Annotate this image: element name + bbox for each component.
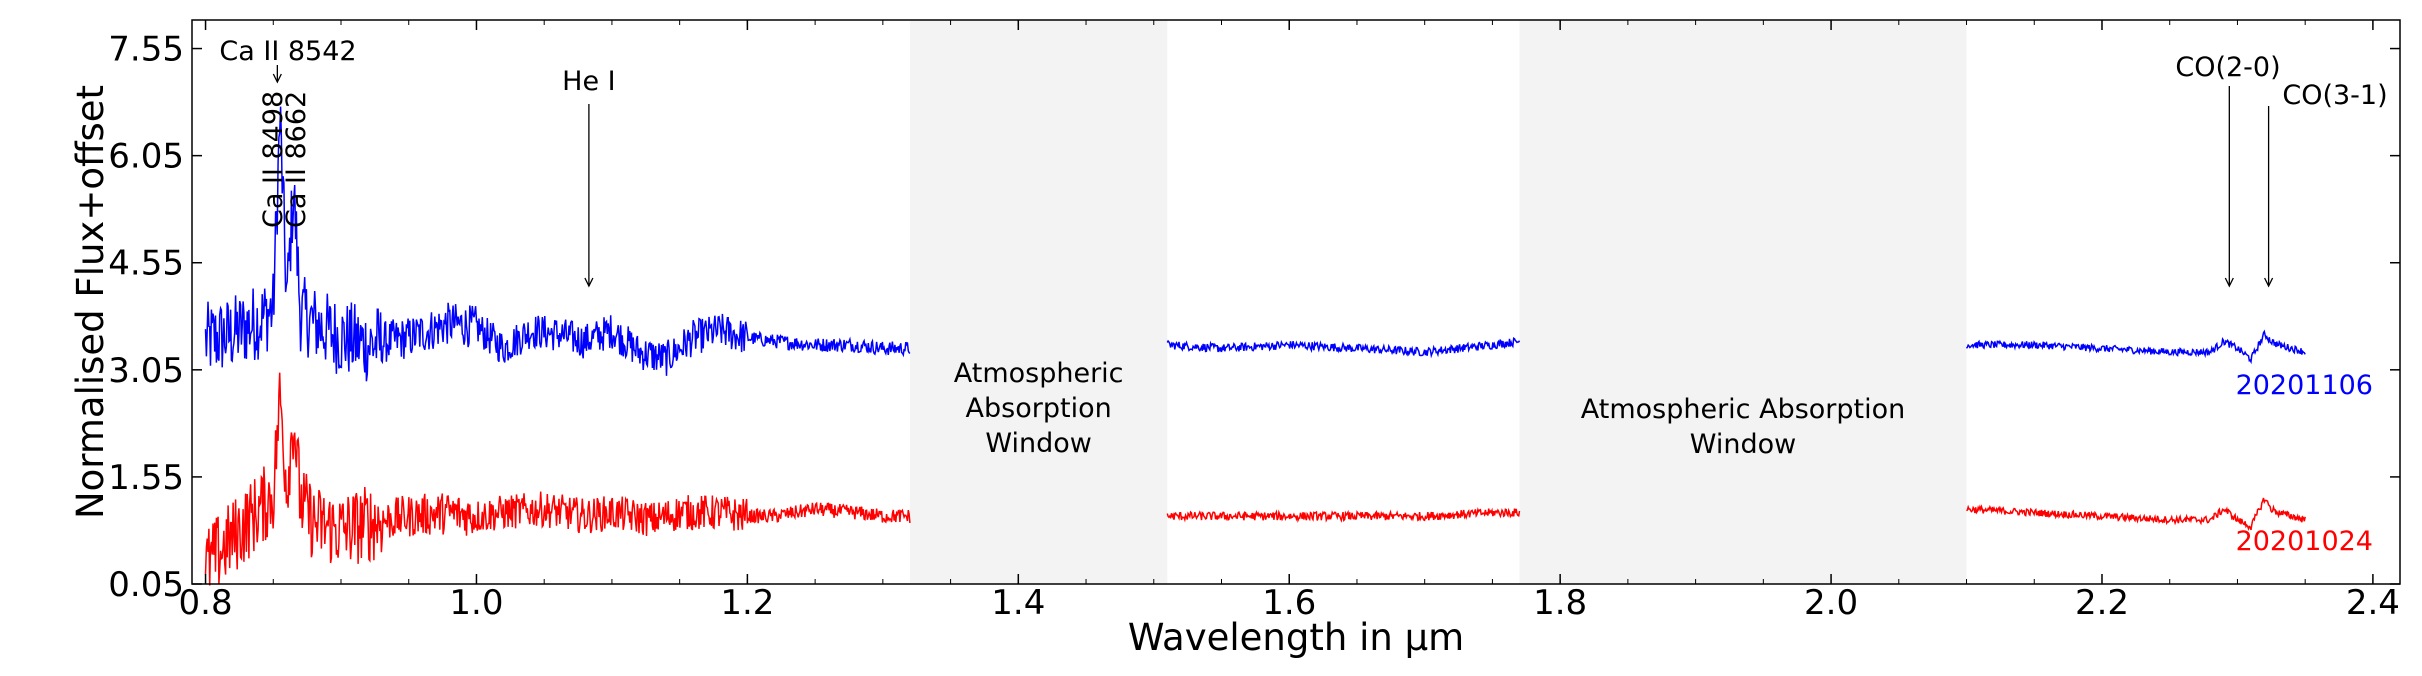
absorption-window-labels: Atmospheric Absorption Window Atmospheric A… xyxy=(954,358,1906,460)
plot-frame xyxy=(191,19,2401,585)
y-axis-title: Normalised Flux+offset xyxy=(69,85,112,519)
annotation-co-3-1--arrowhead xyxy=(2264,277,2274,288)
annotation-ca-ii-8498: Ca II 8498 xyxy=(258,91,289,228)
annotation-he-i-arrowhead xyxy=(584,277,594,288)
absorption-window-1 xyxy=(909,20,1168,584)
annotation-co-2-0-: CO(2-0) xyxy=(2175,52,2280,83)
y-axis-ticks: 0.05 1.55 3.05 4.55 6.05 7.55 xyxy=(108,30,2400,605)
series-label-20201106: 20201106 xyxy=(2236,370,2373,401)
series-labels: 20201106 20201024 xyxy=(2236,370,2373,557)
absorption-window-1-label: Atmospheric xyxy=(954,358,1124,389)
x-tick-label: 2.2 xyxy=(2075,583,2129,623)
y-tick-label: 4.55 xyxy=(108,244,184,284)
x-tick-label: 1.4 xyxy=(991,583,1045,623)
annotation-ca-ii-8662: Ca II 8662 xyxy=(281,91,312,228)
x-axis-title: Wavelength in μm xyxy=(1128,616,1464,659)
y-tick-label: 0.05 xyxy=(108,565,184,605)
series-20201024-segment-2 xyxy=(1166,507,1521,524)
x-tick-label: 2.0 xyxy=(1804,583,1858,623)
x-tick-label: 1.2 xyxy=(720,583,774,623)
annotation-ca-ii-8542-arrowhead xyxy=(272,73,282,84)
absorption-window-1-label: Window xyxy=(985,428,1091,459)
spectrum-series xyxy=(204,106,2306,586)
absorption-window-2-label: Window xyxy=(1690,429,1796,460)
y-tick-label: 3.05 xyxy=(108,351,184,391)
x-tick-label: 0.8 xyxy=(179,583,233,623)
x-tick-label: 1.8 xyxy=(1533,583,1587,623)
series-20201024-segment-3 xyxy=(1966,497,2306,532)
series-20201024-segment-1 xyxy=(204,372,911,586)
annotation-co-2-0--arrowhead xyxy=(2224,277,2234,288)
x-tick-label: 2.4 xyxy=(2346,583,2400,623)
annotation-he-i: He I xyxy=(562,66,615,97)
absorption-window-2 xyxy=(1519,20,1967,584)
absorption-window-regions xyxy=(909,20,1967,584)
y-tick-label: 1.55 xyxy=(108,458,184,498)
series-20201106-segment-3 xyxy=(1965,329,2306,365)
y-tick-label: 6.05 xyxy=(108,137,184,177)
series-label-20201024: 20201024 xyxy=(2236,526,2373,557)
absorption-window-2-label: Atmospheric Absorption xyxy=(1581,394,1906,425)
annotation-co-3-1-: CO(3-1) xyxy=(2282,80,2387,111)
absorption-window-1-label: Absorption xyxy=(966,393,1112,424)
x-axis-ticks: 0.8 1.0 1.2 1.4 1.6 1.8 2.0 2.2 2.4 xyxy=(179,20,2400,623)
series-20201106-segment-2 xyxy=(1166,337,1521,359)
x-tick-label: 1.0 xyxy=(449,583,503,623)
annotation-ca-ii-8542: Ca II 8542 xyxy=(219,36,356,67)
y-tick-label: 7.55 xyxy=(108,30,184,70)
series-20201106-segment-1 xyxy=(204,106,911,382)
x-tick-label: 1.6 xyxy=(1262,583,1316,623)
